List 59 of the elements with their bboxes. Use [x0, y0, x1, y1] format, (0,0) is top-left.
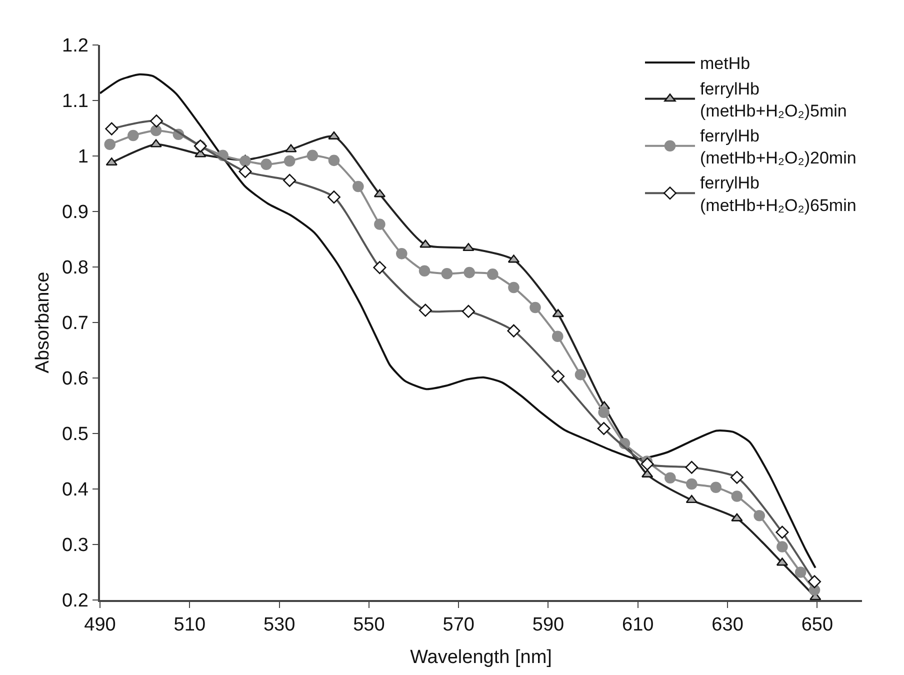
- point: [574, 369, 586, 380]
- point: [487, 268, 498, 280]
- y-tick-label: 1.1: [62, 91, 88, 112]
- x-tick-label: 530: [263, 614, 296, 636]
- point: [710, 482, 722, 493]
- y-tick-label: 1.2: [62, 36, 88, 57]
- y-tick-label: 0.3: [62, 535, 88, 556]
- point: [464, 266, 475, 278]
- point: [420, 240, 432, 248]
- point: [731, 513, 743, 522]
- point: [150, 124, 162, 136]
- y-tick-label: 0.2: [62, 590, 88, 612]
- y-tick-label: 0.6: [62, 368, 88, 390]
- point: [328, 131, 340, 140]
- point: [128, 130, 139, 142]
- y-tick-label: 0.8: [62, 258, 88, 279]
- y-tick-label: 0.9: [62, 202, 88, 224]
- y-tick-label: 1: [78, 146, 88, 168]
- point: [462, 242, 474, 252]
- legend-label: metHb: [700, 54, 750, 74]
- legend-label: ferrylHb (metHb+H₂O₂)65min: [700, 174, 856, 215]
- point: [284, 155, 296, 167]
- point: [731, 490, 743, 502]
- point: [794, 566, 806, 578]
- x-tick-label: 550: [353, 614, 385, 636]
- point: [530, 302, 541, 314]
- point: [418, 265, 430, 277]
- x-axis-title: Wavelength [nm]: [410, 646, 552, 668]
- point: [776, 541, 788, 552]
- x-tick-label: 650: [801, 614, 834, 636]
- point: [441, 268, 453, 280]
- x-tick-label: 510: [174, 614, 206, 636]
- point: [306, 150, 318, 162]
- point: [552, 330, 564, 342]
- x-tick-label: 610: [622, 614, 654, 636]
- x-tick-label: 590: [532, 614, 564, 636]
- point: [240, 155, 251, 167]
- y-axis-title: Absorbance: [32, 272, 54, 374]
- point: [598, 406, 610, 418]
- point: [754, 510, 765, 522]
- point: [352, 180, 364, 192]
- point: [104, 138, 116, 150]
- y-tick-label: 0.4: [62, 480, 89, 501]
- point: [552, 309, 564, 318]
- y-tick-label: 0.5: [62, 424, 88, 446]
- point: [396, 248, 408, 260]
- x-tick-label: 630: [712, 614, 744, 636]
- point: [508, 282, 520, 294]
- point: [664, 472, 676, 484]
- x-tick-label: 490: [84, 614, 116, 636]
- point: [285, 144, 297, 152]
- point: [374, 218, 386, 230]
- point: [106, 158, 118, 166]
- point: [260, 158, 272, 170]
- x-tick-label: 570: [442, 614, 474, 636]
- point: [150, 139, 162, 148]
- point: [686, 478, 698, 490]
- y-tick-label: 0.7: [62, 313, 88, 334]
- point: [328, 154, 340, 166]
